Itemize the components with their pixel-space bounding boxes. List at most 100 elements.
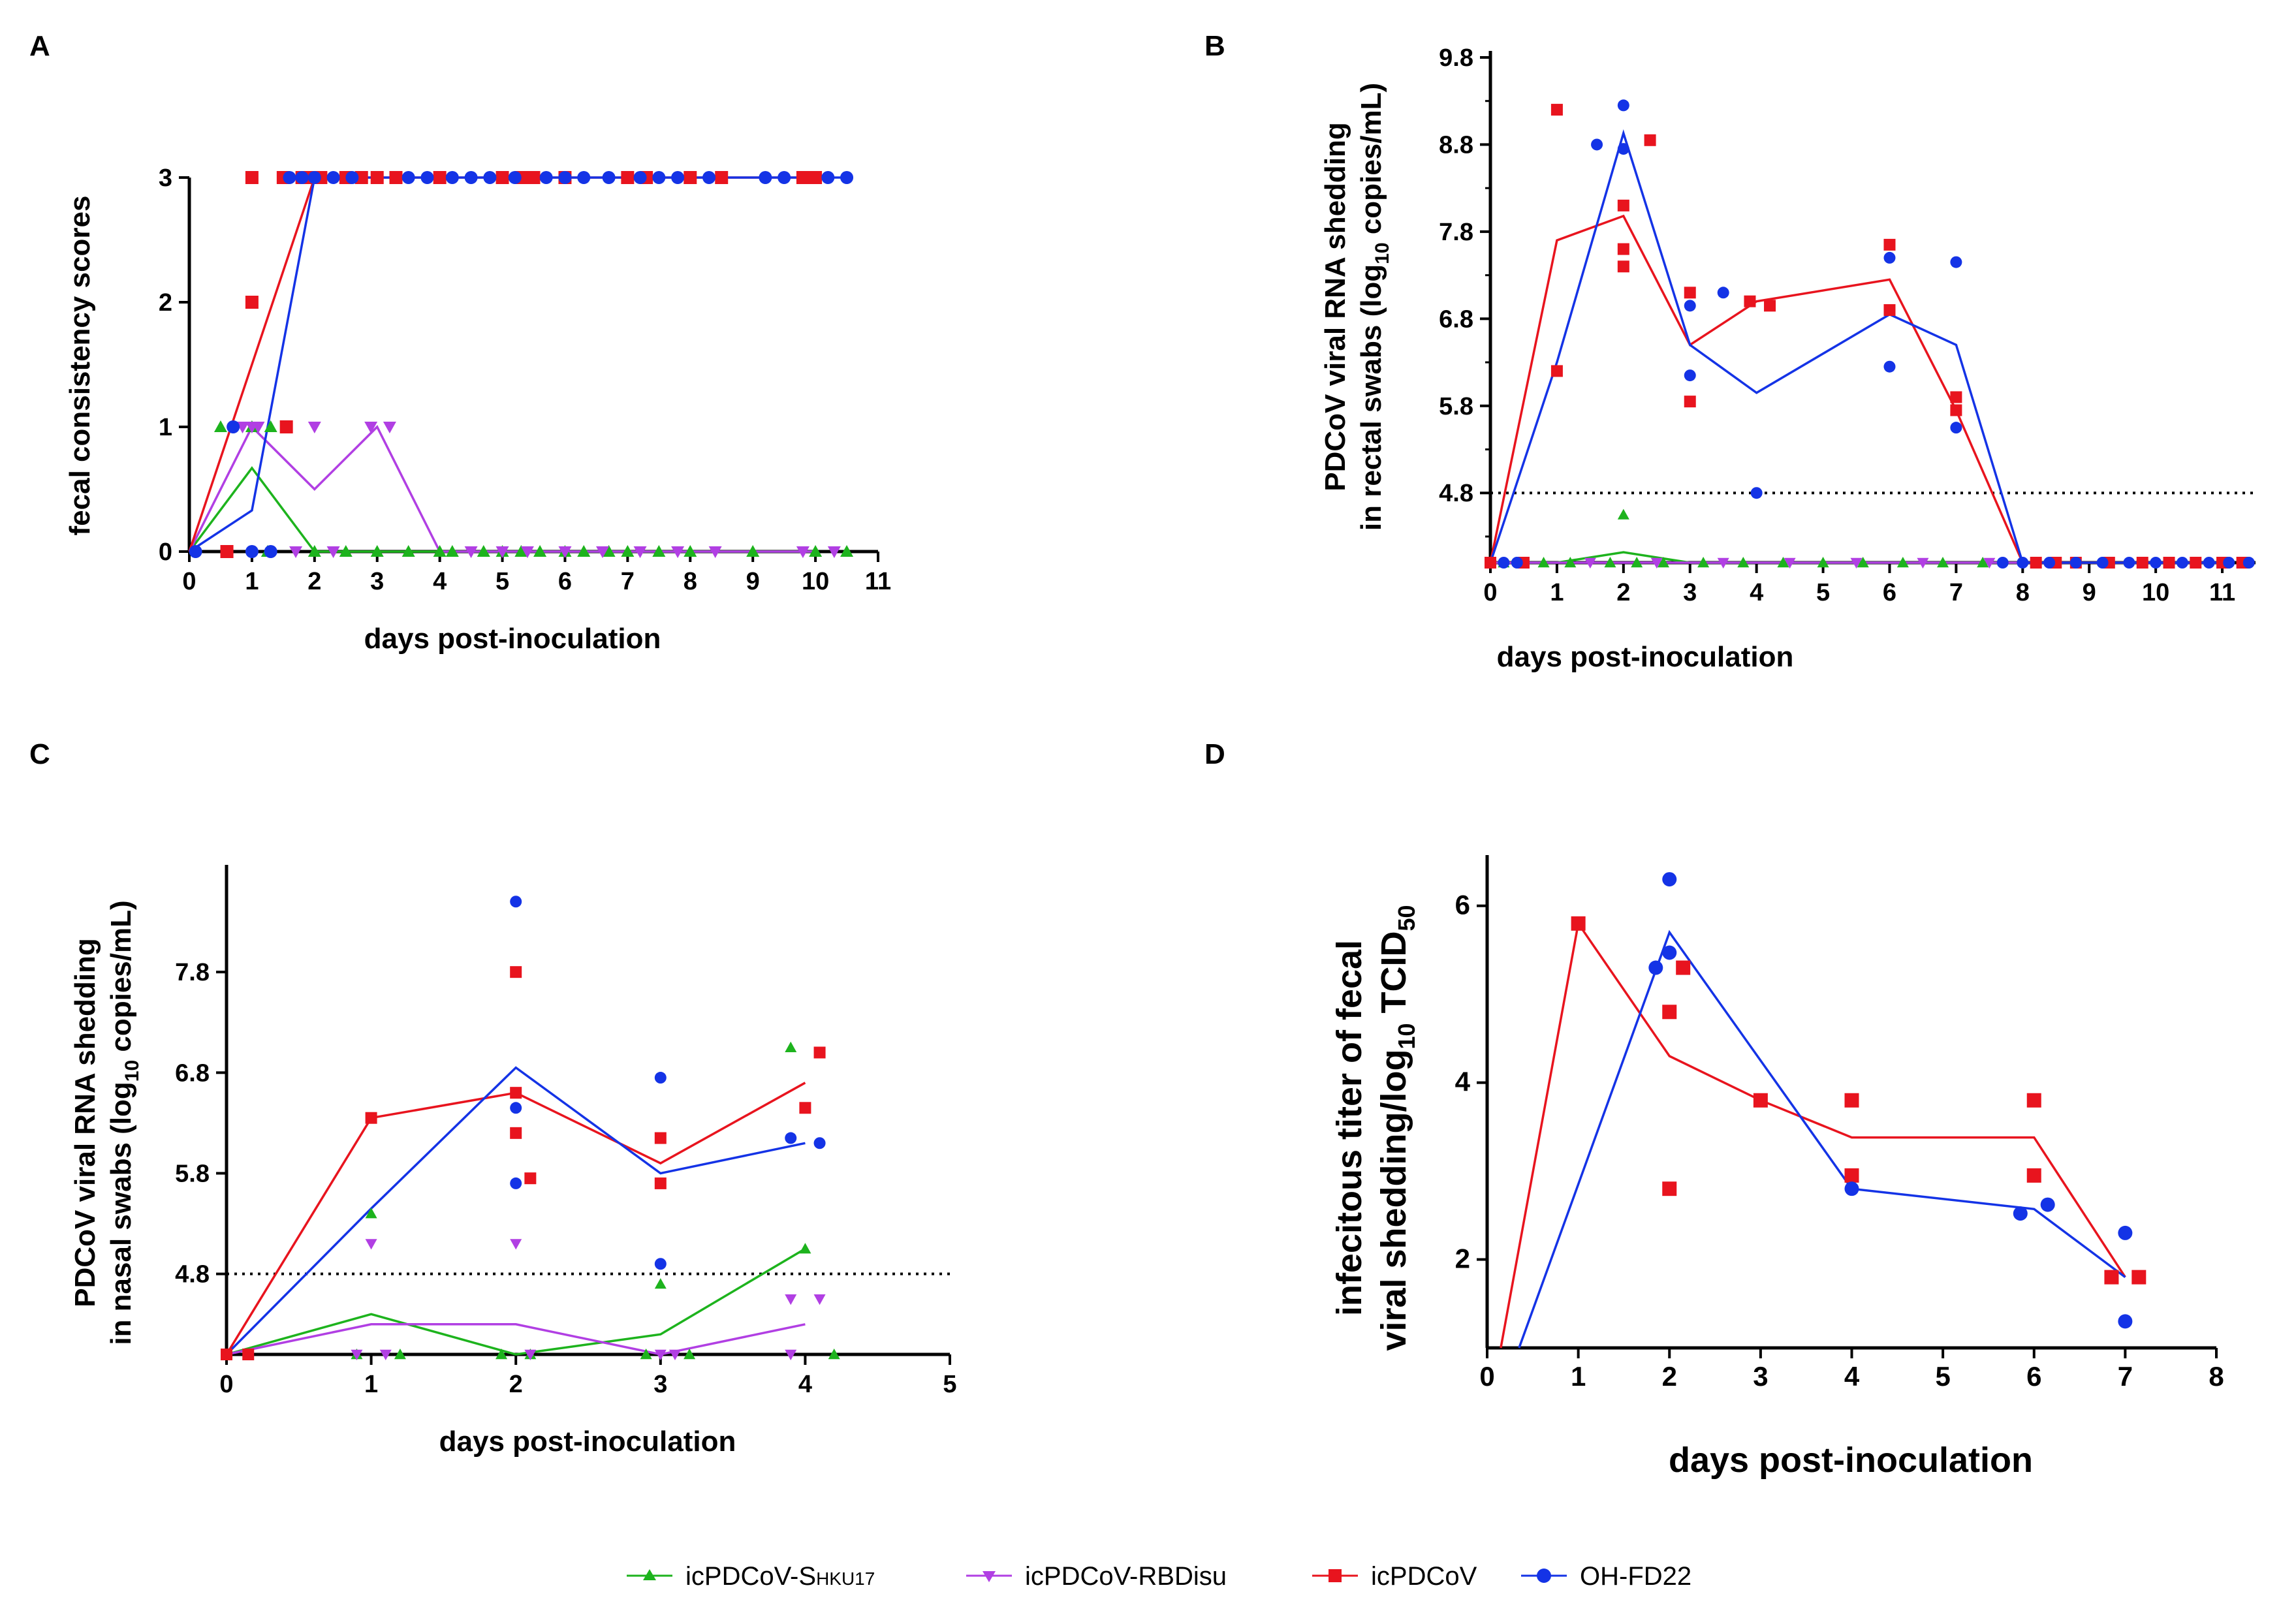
data-point-icpdcov-rbdisu — [708, 546, 722, 558]
data-point-icpdcov-rbdisu — [668, 1349, 681, 1360]
x-tick-label: 9 — [746, 568, 760, 595]
series-line-icpdcov — [225, 1082, 806, 1355]
data-point-icpdcov-shku17 — [1896, 557, 1909, 568]
legend: icPDCoV-SHKU17 icPDCoV-RBDisu icPDCoV OH… — [627, 1562, 1691, 1591]
data-point-oh-fd22 — [1617, 143, 1629, 155]
data-point-icpdcov-rbdisu — [1850, 557, 1863, 569]
data-point-icpdcov — [654, 1177, 667, 1189]
data-point-oh-fd22 — [1591, 138, 1603, 151]
data-point-icpdcov-shku17 — [213, 420, 227, 432]
panel-b-plot: 0 1 2 3 4 5 6 7 8 9 10 11 4.8 5.8 6.8 7.8 8.8 9.8 — [1439, 44, 2256, 606]
data-point-icpdcov-shku17 — [495, 1349, 508, 1360]
data-point-icpdcov-shku17 — [1537, 557, 1550, 568]
x-tick-label: 2 — [1616, 579, 1630, 606]
y-tick-label: 6 — [1455, 890, 1470, 920]
data-point-icpdcov — [242, 1349, 255, 1360]
data-point-oh-fd22 — [1883, 360, 1896, 373]
data-point-oh-fd22 — [508, 171, 522, 184]
panel-d: D 0 1 2 3 4 5 6 7 8 2 4 6 days post-inoculation inf… — [1204, 738, 2224, 1480]
data-point-oh-fd22 — [189, 545, 202, 558]
data-point-icpdcov-shku17 — [602, 545, 616, 557]
data-point-icpdcov-rbdisu — [464, 546, 478, 558]
data-point-icpdcov-rbdisu — [379, 1349, 392, 1360]
x-tick-label: 4 — [1750, 579, 1763, 606]
panel-b-y-axis-title-line1: PDCoV viral RNA shedding — [1319, 122, 1351, 492]
data-point-icpdcov-shku17 — [1857, 557, 1869, 568]
data-point-icpdcov — [1950, 391, 1962, 403]
data-point-icpdcov-rbdisu — [289, 546, 303, 558]
data-point-icpdcov-shku17 — [401, 545, 415, 557]
legend-item-icpdcov-rbdisu: icPDCoV-RBDisu — [966, 1562, 1227, 1591]
series-line-icpdcov-rbdisu — [226, 1323, 806, 1356]
data-point-icpdcov — [1485, 557, 1496, 569]
legend-label-icpdcov: icPDCoV — [1371, 1562, 1477, 1591]
data-point-icpdcov — [654, 1132, 667, 1144]
series-line-oh-fd22 — [1489, 129, 2222, 564]
data-point-oh-fd22 — [1617, 99, 1629, 112]
data-point-icpdcov — [1644, 134, 1656, 146]
data-point-oh-fd22 — [1883, 251, 1896, 264]
x-tick-label: 3 — [653, 1371, 667, 1398]
data-point-oh-fd22 — [652, 171, 666, 184]
data-point-icpdcov-shku17 — [307, 545, 321, 557]
x-tick-label: 4 — [1844, 1361, 1860, 1392]
data-point-oh-fd22 — [464, 171, 478, 184]
panel-b: B 0 1 2 3 4 5 6 7 8 9 10 11 4.8 5.8 6.8 7.8 8.8 9.8 days … — [1204, 30, 2256, 673]
series-line-oh-fd22 — [225, 1066, 806, 1356]
data-point-icpdcov-shku17 — [1737, 557, 1750, 568]
x-tick-label: 8 — [2016, 579, 2030, 606]
panel-a-x-axis-title: days post-inoculation — [364, 623, 661, 655]
data-point-icpdcov-shku17 — [533, 545, 547, 557]
data-point-oh-fd22 — [2203, 557, 2215, 569]
panel-a-y-axis-title: fecal consistency scores — [64, 196, 96, 536]
series-line-oh-fd22 — [189, 176, 847, 553]
data-point-icpdcov-rbdisu — [785, 1349, 797, 1360]
data-point-icpdcov — [1764, 300, 1776, 312]
y-tick-label: 5.8 — [1439, 393, 1473, 420]
data-point-icpdcov-rbdisu — [1717, 557, 1729, 569]
data-point-icpdcov-shku17 — [640, 1349, 652, 1360]
y-tick-label: 4.8 — [175, 1261, 210, 1288]
data-point-oh-fd22 — [1662, 945, 1677, 960]
data-point-icpdcov — [365, 1112, 377, 1124]
data-point-icpdcov-rbdisu — [654, 1349, 667, 1360]
data-point-icpdcov — [245, 296, 259, 309]
data-point-oh-fd22 — [264, 545, 277, 558]
data-point-icpdcov — [510, 1087, 522, 1099]
x-tick-label: 5 — [1816, 579, 1830, 606]
data-point-oh-fd22 — [2176, 557, 2188, 569]
panel-a: A 0 1 2 3 4 5 6 7 8 9 10 11 0 1 2 3 days post-inoculati… — [29, 30, 891, 655]
x-tick-label: 6 — [558, 568, 572, 595]
data-point-icpdcov — [1844, 1093, 1859, 1108]
y-tick-label: 8.8 — [1439, 131, 1473, 159]
data-point-icpdcov-rbdisu — [495, 546, 509, 558]
data-point-icpdcov-rbdisu — [796, 546, 810, 558]
data-point-icpdcov-shku17 — [445, 545, 459, 557]
x-tick-label: 3 — [370, 568, 384, 595]
data-point-icpdcov — [1662, 1181, 1677, 1196]
data-point-oh-fd22 — [1717, 287, 1729, 299]
data-point-oh-fd22 — [633, 171, 647, 184]
y-tick-label: 7.8 — [1439, 219, 1473, 246]
series-line-icpdcov-rbdisu — [188, 425, 816, 553]
data-point-oh-fd22 — [759, 171, 772, 184]
series-line-icpdcov-shku17 — [188, 466, 816, 553]
data-point-icpdcov-shku17 — [785, 1041, 797, 1052]
data-point-icpdcov — [1550, 365, 1563, 377]
data-point-icpdcov-shku17 — [514, 545, 528, 557]
data-point-oh-fd22 — [2242, 557, 2255, 569]
data-point-oh-fd22 — [510, 1102, 522, 1114]
data-point-oh-fd22 — [445, 171, 459, 184]
data-point-oh-fd22 — [2123, 557, 2135, 569]
data-point-icpdcov-rbdisu — [364, 422, 378, 433]
x-tick-label: 1 — [245, 568, 259, 595]
data-point-icpdcov — [354, 171, 368, 184]
data-point-icpdcov — [2030, 557, 2042, 569]
panel-b-y-axis-title: PDCoV viral RNA shedding in rectal swabs… — [1319, 83, 1393, 531]
x-tick-label: 4 — [798, 1371, 812, 1398]
data-point-icpdcov-shku17 — [840, 545, 854, 557]
data-point-oh-fd22 — [2150, 557, 2162, 569]
data-point-icpdcov-shku17 — [1777, 557, 1789, 568]
y-tick-label: 7.8 — [175, 959, 210, 986]
data-point-icpdcov-rbdisu — [236, 422, 249, 433]
